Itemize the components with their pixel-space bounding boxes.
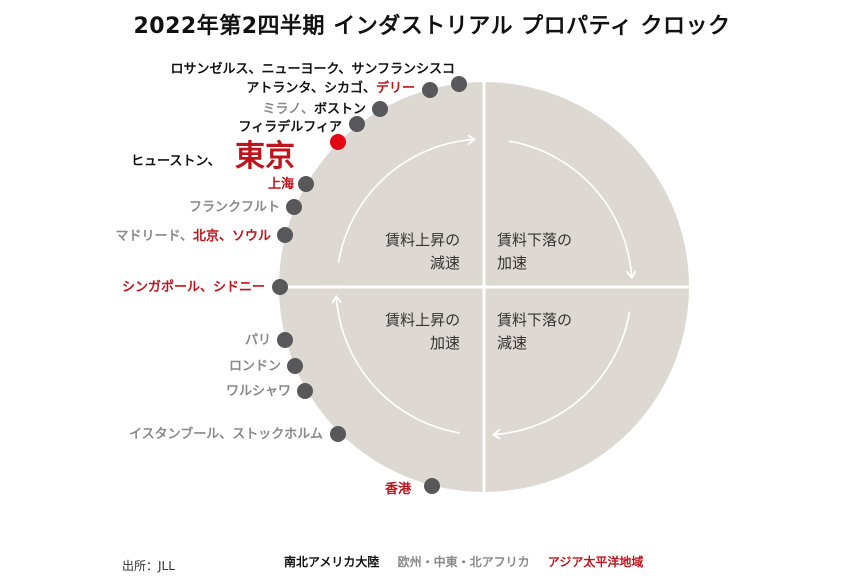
cycle-arrow-bottom-right — [494, 311, 631, 435]
legend-item-apac: アジア太平洋地域 — [547, 555, 644, 569]
market-dot-shanghai — [298, 176, 314, 192]
market-label-paris: パリ — [245, 333, 271, 348]
market-label-la-ny-sf: ロサンゼルス、ニューヨーク、サンフランシスコ — [171, 61, 455, 77]
quadrant-label-q3: 賃料上昇の 加速 — [385, 311, 465, 352]
quadrant-label-q2: 賃料下落の 加速 — [497, 231, 577, 272]
market-label-houston: ヒューストン、 — [131, 154, 221, 169]
market-dot-singapore-sydney — [272, 279, 288, 295]
quadrant-label-q1: 賃料上昇の 減速 — [385, 231, 465, 272]
market-dot-atlanta-chicago-delhi — [422, 82, 438, 98]
market-label-milan-boston: ミラノ、ボストン — [263, 101, 367, 117]
market-dot-istanbul-stockholm — [330, 426, 346, 442]
market-label-frankfurt: フランクフルト — [189, 200, 280, 215]
market-dot-frankfurt — [286, 199, 302, 215]
cycle-arrow-top-right — [508, 140, 632, 277]
cycle-arrow-top-left — [337, 139, 474, 263]
market-label-istanbul-stockholm: イスタンブール、ストックホルム — [129, 426, 323, 442]
source-note: 出所：JLL — [122, 559, 175, 573]
market-label-philadelphia: フィラデルフィア — [239, 119, 342, 135]
quadrant-label-q4: 賃料下落の 減速 — [497, 311, 577, 352]
market-label-london: ロンドン — [229, 359, 281, 374]
legend-item-americas: 南北アメリカ大陸 — [284, 555, 380, 569]
market-dot-warsaw — [297, 383, 313, 399]
market-dot-la-ny-sf — [451, 76, 467, 92]
market-label-madrid-beijing-seoul: マドリード、北京、ソウル — [116, 228, 272, 244]
legend-item-emea: 欧州・中東・北アフリカ — [397, 555, 530, 569]
page-title: 2022年第2四半期 インダストリアル プロパティ クロック — [133, 14, 731, 39]
market-label-atlanta-chicago-delhi: アトランタ、シカゴ、デリー — [246, 80, 415, 96]
market-label-singapore-sydney: シンガポール、シドニー — [122, 279, 265, 295]
market-label-warsaw: ワルシャワ — [226, 384, 291, 399]
region-legend: 南北アメリカ大陸 欧州・中東・北アフリカ アジア太平洋地域 — [284, 553, 657, 570]
market-dot-london — [287, 358, 303, 374]
market-dot-milan-boston — [372, 101, 388, 117]
market-dot-tokyo-houston — [330, 134, 346, 150]
market-label-hong-kong: 香港 — [384, 481, 412, 497]
market-dot-philadelphia — [349, 116, 365, 132]
market-dot-madrid-beijing-seoul — [277, 227, 293, 243]
market-dot-hong-kong — [424, 478, 440, 494]
market-label-shanghai: 上海 — [268, 176, 294, 192]
market-label-tokyo: 東京 — [235, 139, 295, 174]
cycle-arrow-bottom-left — [336, 297, 460, 434]
market-dot-paris — [277, 332, 293, 348]
